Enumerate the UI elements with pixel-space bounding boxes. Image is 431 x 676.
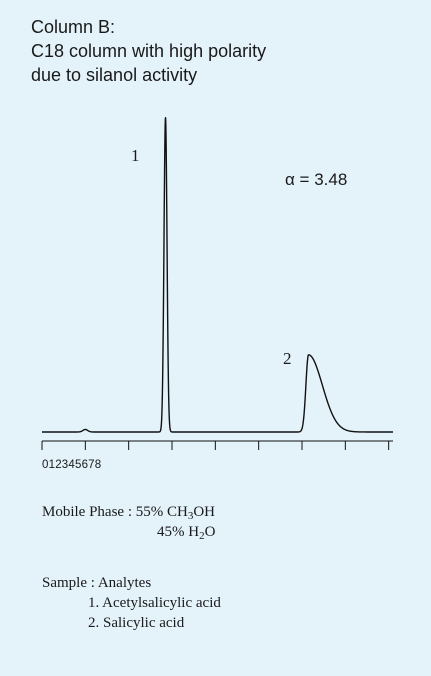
alpha-value: α = 3.48 — [285, 170, 348, 189]
title-line-3: due to silanol activity — [31, 65, 198, 85]
peak-1-label: 1 — [131, 146, 140, 165]
mobile-phase-label: Mobile Phase : — [42, 504, 132, 520]
sample-info: Sample : Analytes 1. Acetylsalicylic aci… — [42, 573, 221, 633]
x-tick-labels: 012345678 — [42, 459, 102, 471]
title-line-1: Column B: — [31, 17, 116, 37]
mobile-phase-component-1: 55% CH3OH — [135, 504, 216, 522]
peak-2-label: 2 — [283, 349, 292, 368]
sample-item-2: 2. Salicylic acid — [88, 615, 185, 631]
title-line-2: C18 column with high polarity — [31, 41, 267, 61]
mobile-phase: Mobile Phase : 55% CH3OH 45% H2O — [42, 502, 215, 542]
mobile-phase-component-2: 45% H2O — [157, 524, 216, 542]
chromatogram-trace — [41, 117, 394, 433]
sample-item-1: 1. Acetylsalicylic acid — [88, 595, 221, 611]
x-axis-ticks — [41, 441, 390, 450]
sample-label: Sample : Analytes — [42, 575, 152, 591]
chart-title: Column B: C18 column with high polarity … — [31, 15, 411, 87]
